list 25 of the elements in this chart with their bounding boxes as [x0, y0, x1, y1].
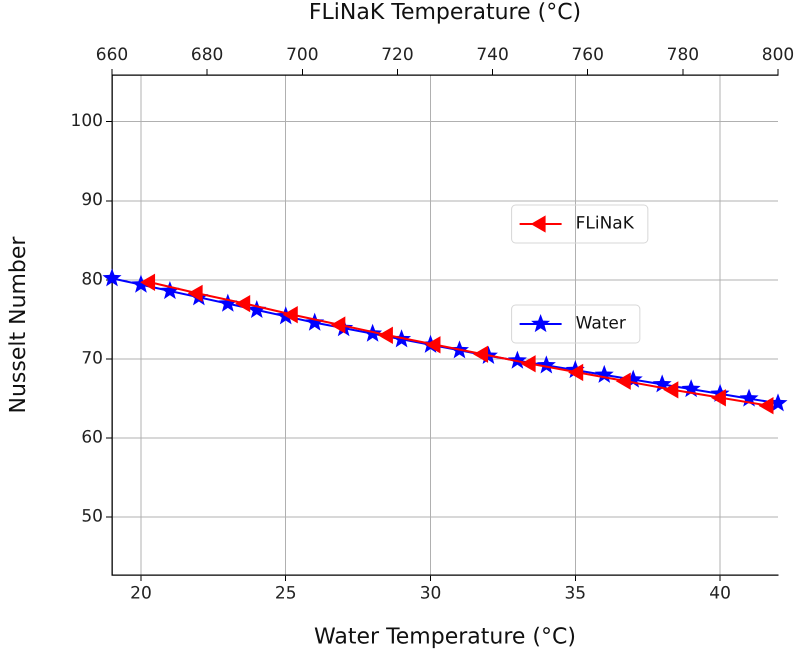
y-axis-title: Nusselt Number — [6, 236, 31, 414]
x2-tick-label: 800 — [762, 45, 794, 66]
y-tick-label: 50 — [81, 506, 103, 527]
x2-tick-label: 720 — [381, 45, 414, 66]
x2-axis-title: FLiNaK Temperature (°C) — [308, 0, 582, 25]
x2-tick-label: 740 — [476, 45, 509, 66]
point — [102, 268, 122, 286]
x-tick-label: 40 — [709, 584, 731, 604]
y-tick-label: 70 — [81, 348, 103, 368]
x-tick-label: 20 — [130, 584, 152, 604]
x-axis-title: Water Temperature (°C) — [314, 624, 576, 650]
y-tick-label: 100 — [70, 111, 103, 132]
legend-label: FLiNaK — [576, 213, 635, 234]
x2-tick-label: 700 — [286, 45, 319, 66]
x-tick-label: 30 — [420, 584, 442, 604]
x2-tick-label: 680 — [190, 45, 224, 66]
y-tick-label: 60 — [81, 428, 103, 448]
x-tick-label: 35 — [564, 584, 586, 604]
y-tick-label: 90 — [81, 190, 103, 210]
x2-tick-label: 760 — [571, 45, 604, 66]
legend-label: Water — [576, 313, 626, 334]
x2-tick-label: 780 — [666, 45, 700, 66]
x-tick-label: 25 — [274, 584, 297, 604]
y-tick-label: 80 — [81, 269, 103, 290]
x2-tick-label: 660 — [96, 45, 128, 66]
